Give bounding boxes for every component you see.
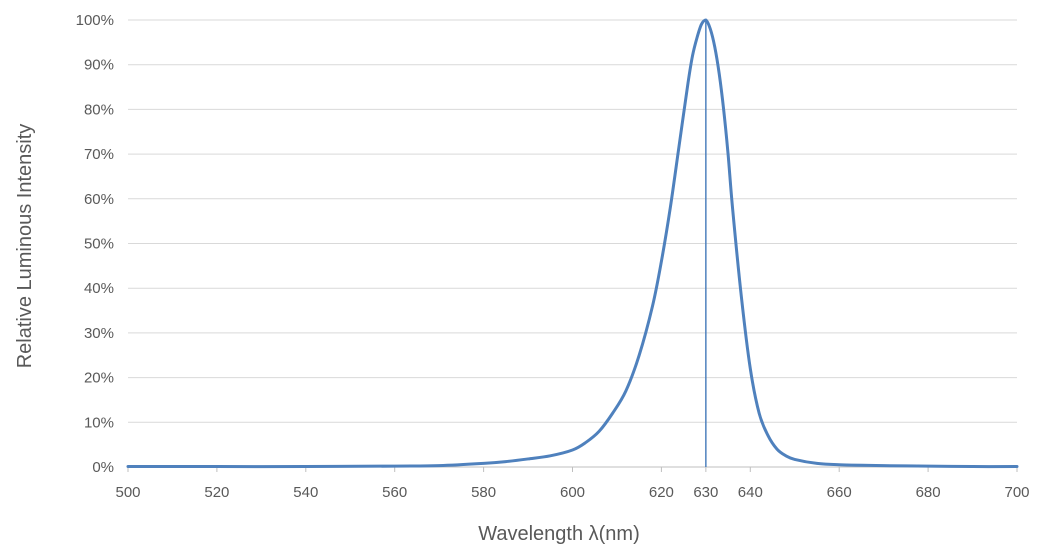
y-tick-label: 50%: [84, 236, 114, 253]
y-axis-title: Relative Luminous Intensity: [14, 124, 36, 369]
gridlines: [128, 19, 1017, 423]
x-tick-label: 520: [204, 484, 229, 501]
x-axis-title: Wavelength λ(nm): [478, 523, 640, 545]
tick-labels: 0% 10% 20% 30% 40% 50% 60% 70% 80% 90% 100% 500 520 5…: [76, 12, 1030, 501]
x-tick-label: 620: [649, 484, 674, 501]
x-tick-label: 660: [827, 484, 852, 501]
x-tick-label: 630: [693, 484, 718, 501]
y-tick-label: 90%: [84, 57, 114, 74]
x-tick-label: 580: [471, 484, 496, 501]
y-tick-label: 60%: [84, 191, 114, 208]
y-tick-label: 100%: [76, 12, 114, 29]
x-tick-label: 500: [115, 484, 140, 501]
spectrum-curve: [126, 18, 1019, 469]
series-layer: [126, 18, 1019, 469]
y-tick-label: 70%: [84, 146, 114, 163]
x-tick-label: 700: [1004, 484, 1029, 501]
x-tick-label: 560: [382, 484, 407, 501]
x-tick-label: 600: [560, 484, 585, 501]
x-tick-label: 680: [916, 484, 941, 501]
y-tick-label: 0%: [92, 459, 114, 476]
y-tick-label: 10%: [84, 414, 114, 431]
y-tick-label: 80%: [84, 101, 114, 118]
y-tick-label: 30%: [84, 325, 114, 342]
x-tick-label: 540: [293, 484, 318, 501]
y-tick-label: 20%: [84, 370, 114, 387]
y-tick-label: 40%: [84, 280, 114, 297]
x-tick-label: 640: [738, 484, 763, 501]
